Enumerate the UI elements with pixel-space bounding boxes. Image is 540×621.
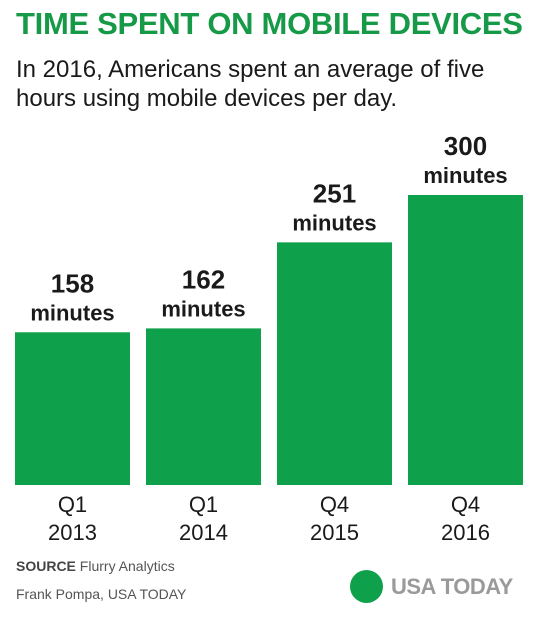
bar-3 [408,195,523,485]
tick-label-year-3: 2016 [441,520,490,545]
usa-today-logo: USA TODAY [350,570,513,603]
source-label: SOURCE [16,558,76,574]
tick-label-year-1: 2014 [179,520,228,545]
data-label-unit-1: minutes [161,296,245,321]
bars-layer: 158minutesQ12013162minutesQ12014251minut… [15,131,523,545]
tick-label-year-2: 2015 [310,520,359,545]
chart-subtitle: In 2016, Americans spent an average of f… [16,56,485,112]
data-label-value-3: 300 [444,131,487,161]
data-label-value-1: 162 [182,264,225,294]
tick-label-quarter-3: Q4 [451,492,480,517]
source-line: SOURCE Flurry Analytics [16,558,175,574]
tick-label-quarter-1: Q1 [189,492,218,517]
data-label-value-2: 251 [313,178,356,208]
credit-line: Frank Pompa, USA TODAY [16,586,187,602]
bar-2 [277,242,392,485]
bar-chart: 158minutesQ12013162minutesQ12014251minut… [15,131,523,545]
data-label-unit-0: minutes [30,300,114,325]
tick-label-quarter-2: Q4 [320,492,349,517]
chart-title: TIME SPENT ON MOBILE DEVICES [16,6,523,41]
data-label-unit-3: minutes [423,163,507,188]
tick-label-year-0: 2013 [48,520,97,545]
data-label-value-0: 158 [51,268,94,298]
tick-label-quarter-0: Q1 [58,492,87,517]
data-label-unit-2: minutes [292,210,376,235]
bar-1 [146,328,261,485]
logo-dot-icon [350,570,383,603]
source-text: Flurry Analytics [75,558,175,574]
bar-0 [15,332,130,485]
logo-text: USA TODAY [391,573,513,599]
